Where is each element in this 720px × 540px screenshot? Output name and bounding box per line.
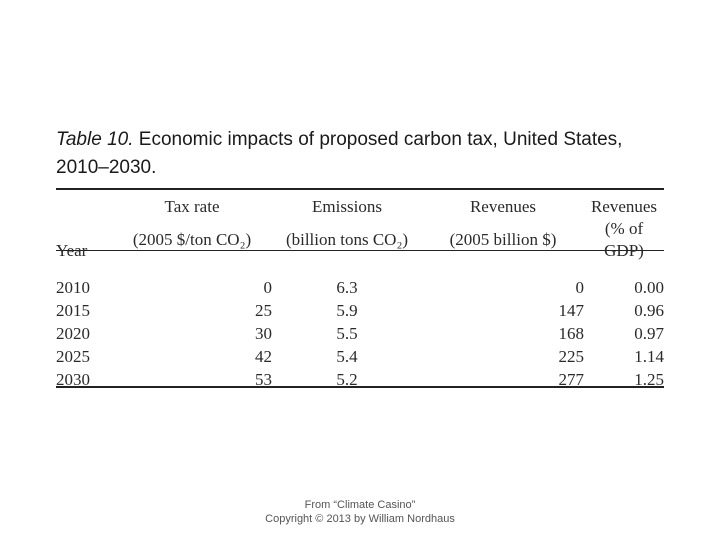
table-caption-title: Economic impacts of proposed carbon tax,… <box>138 129 623 150</box>
col-header-year: Year <box>56 241 88 260</box>
cell-tax-rate: 30 <box>255 324 272 343</box>
cell-year: 2030 <box>56 370 90 389</box>
col-unit-revenues: (2005 billion $) <box>449 230 557 249</box>
col-header-revenues: Revenues <box>469 197 537 216</box>
col-header-revenues-pct: Revenues <box>590 197 658 216</box>
footer-source: From “Climate Casino” <box>304 499 416 511</box>
copyright-footer: From “Climate Casino” Copyright © 2013 b… <box>200 498 520 526</box>
cell-tax-rate: 0 <box>263 278 273 297</box>
cell-revenues-pct: 0.00 <box>634 278 664 297</box>
cell-revenues-pct: 1.25 <box>634 370 664 389</box>
cell-year: 2015 <box>56 301 90 320</box>
table-row: 2010 0 6.3 0 0.00 <box>56 276 664 299</box>
table-bottom-rule <box>56 386 664 388</box>
header-spacer <box>56 262 664 276</box>
cell-year: 2010 <box>56 278 90 297</box>
cell-tax-rate: 42 <box>255 347 272 366</box>
cell-tax-rate: 25 <box>255 301 272 320</box>
cell-revenues: 225 <box>558 347 585 366</box>
col-unit-emissions: (billion tons CO₂) <box>285 230 409 249</box>
cell-emissions: 5.4 <box>336 347 358 366</box>
table-row: 2020 30 5.5 168 0.97 <box>56 322 664 345</box>
cell-year: 2025 <box>56 347 90 366</box>
header-row-top: Year Tax rate Emissions Revenues Revenue… <box>56 196 664 260</box>
table-row: 2015 25 5.9 147 0.96 <box>56 299 664 322</box>
table-header-rule <box>56 250 664 251</box>
table-caption-label: Table 10. <box>56 129 134 150</box>
cell-revenues: 168 <box>558 324 585 343</box>
cell-emissions: 5.9 <box>336 301 358 320</box>
cell-tax-rate: 53 <box>255 370 272 389</box>
cell-revenues-pct: 1.14 <box>634 347 664 366</box>
cell-revenues-pct: 0.97 <box>634 324 664 343</box>
cell-emissions: 5.2 <box>336 370 358 389</box>
table-row: 2030 53 5.2 277 1.25 <box>56 368 664 391</box>
cell-emissions: 6.3 <box>336 278 358 297</box>
table-caption: Table 10. Economic impacts of proposed c… <box>56 126 676 182</box>
col-header-emissions: Emissions <box>312 197 382 216</box>
table-top-rule <box>56 188 664 190</box>
header-row-units: (2005 $/ton CO₂) (billion tons CO₂) (200… <box>56 218 664 262</box>
col-unit-tax-rate: (2005 $/ton CO₂) <box>132 230 252 249</box>
cell-emissions: 5.5 <box>336 324 358 343</box>
cell-year: 2020 <box>56 324 90 343</box>
carbon-tax-table: Year Tax rate Emissions Revenues Revenue… <box>56 196 664 391</box>
cell-revenues: 277 <box>558 370 585 389</box>
cell-revenues: 0 <box>575 278 585 297</box>
col-unit-revenues-pct: (% of GDP) <box>604 219 644 260</box>
footer-copyright: Copyright © 2013 by William Nordhaus <box>265 513 455 525</box>
cell-revenues: 147 <box>558 301 585 320</box>
table-row: 2025 42 5.4 225 1.14 <box>56 345 664 368</box>
cell-revenues-pct: 0.96 <box>634 301 664 320</box>
col-header-tax-rate: Tax rate <box>164 197 220 216</box>
table-caption-title-line2: 2010–2030. <box>56 157 157 178</box>
